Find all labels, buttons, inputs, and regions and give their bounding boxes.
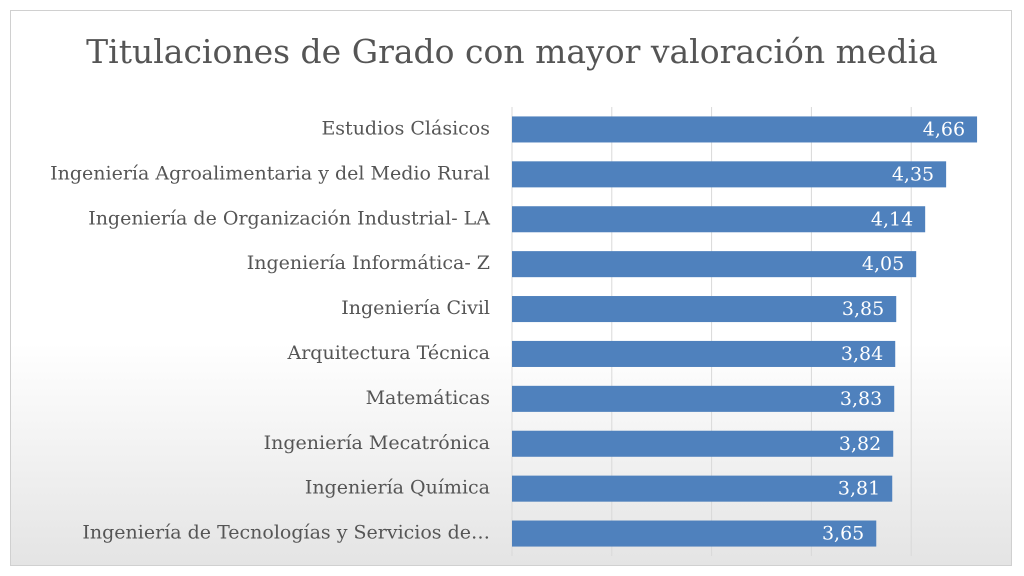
value-label: 3,85 [842, 298, 884, 320]
y-tick-label: Arquitectura Técnica [287, 342, 491, 364]
value-label: 4,66 [923, 118, 965, 140]
bar [512, 251, 917, 278]
bar [512, 520, 877, 547]
bar [512, 385, 895, 412]
bar [512, 296, 897, 323]
value-label: 3,84 [841, 343, 883, 365]
bar [512, 340, 896, 367]
y-tick-label: Ingeniería Química [305, 477, 490, 499]
value-label: 4,35 [892, 163, 934, 185]
value-label: 3,82 [839, 433, 881, 455]
y-tick-label: Matemáticas [366, 387, 490, 409]
value-label: 3,65 [822, 523, 864, 545]
y-tick-label: Ingeniería Informática- Z [247, 252, 490, 274]
value-label: 3,83 [840, 388, 882, 410]
bar [512, 206, 926, 233]
y-tick-label: Estudios Clásicos [321, 117, 490, 139]
y-tick-label: Ingeniería Civil [341, 297, 490, 319]
bar [512, 161, 947, 188]
y-tick-label: Ingeniería de Tecnologías y Servicios de… [82, 522, 490, 544]
chart-frame [10, 10, 1012, 566]
y-tick-label: Ingeniería Mecatrónica [264, 432, 490, 454]
y-tick-label: Ingeniería Agroalimentaria y del Medio R… [50, 162, 490, 184]
value-label: 4,05 [862, 253, 904, 275]
value-label: 4,14 [871, 208, 913, 230]
bar [512, 116, 978, 143]
value-label: 3,81 [838, 478, 880, 500]
bar [512, 475, 893, 502]
chart-title: Titulaciones de Grado con mayor valoraci… [86, 32, 938, 71]
bar [512, 430, 894, 457]
y-tick-label: Ingeniería de Organización Industrial- L… [88, 207, 490, 229]
